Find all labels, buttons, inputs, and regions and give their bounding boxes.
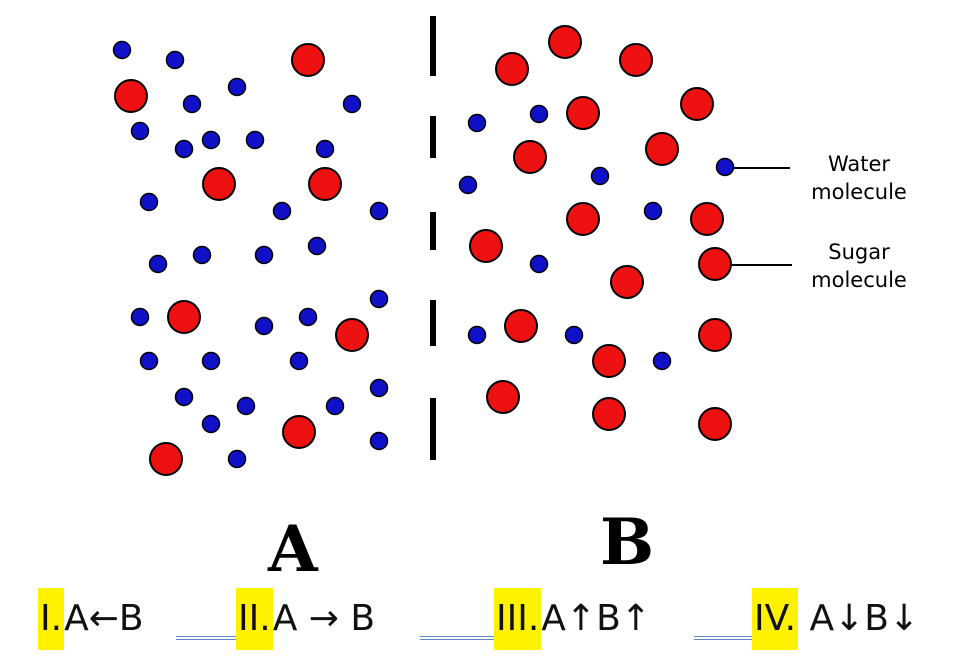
water-molecule: [289, 351, 309, 371]
option-2[interactable]: II.A → B: [236, 588, 375, 650]
answer-blank: [694, 636, 774, 640]
side-b-label: B: [600, 505, 655, 580]
sugar-molecule: [566, 96, 600, 130]
water-molecule: [458, 175, 478, 195]
water-molecule: [112, 40, 132, 60]
sugar-molecule: [335, 318, 369, 352]
water-molecule: [342, 94, 362, 114]
water-molecule: [174, 387, 194, 407]
answer-blank: [420, 636, 496, 640]
water-molecule: [272, 201, 292, 221]
water-molecule: [590, 166, 610, 186]
water-molecule: [192, 245, 212, 265]
sugar-molecule: [619, 43, 653, 77]
sugar-molecule: [548, 25, 582, 59]
osmosis-diagram: [112, 16, 792, 476]
sugar-molecule: [486, 380, 520, 414]
water-molecule: [130, 121, 150, 141]
water-molecule: [139, 192, 159, 212]
sugar-molecule: [114, 79, 148, 113]
water-molecule: [245, 130, 265, 150]
option-1[interactable]: I.A←B: [38, 588, 144, 650]
sugar-molecule: [149, 442, 183, 476]
sugar-molecule: [690, 202, 724, 236]
sugar-molecule: [291, 43, 325, 77]
water-molecule: [227, 77, 247, 97]
sugar-molecule: [513, 140, 547, 174]
water-molecule: [369, 378, 389, 398]
sugar-molecule: [167, 300, 201, 334]
sugar-molecule-label: Sugar molecule: [811, 240, 907, 292]
sugar-molecule: [698, 247, 732, 281]
water-molecule: [467, 325, 487, 345]
side-a-label: A: [268, 512, 318, 587]
water-molecule: [529, 104, 549, 124]
sugar-molecule: [495, 52, 529, 86]
option-3-text: A↑B↑: [541, 598, 651, 639]
sugar-molecule: [308, 167, 342, 201]
water-molecule: [369, 431, 389, 451]
water-molecule: [298, 307, 318, 327]
water-molecule: [652, 351, 672, 371]
water-molecule: [325, 396, 345, 416]
option-3-number: III.: [494, 588, 542, 650]
water-molecule: [139, 351, 159, 371]
water-molecule: [715, 157, 735, 177]
option-1-text: A←B: [64, 598, 144, 639]
water-molecule: [467, 113, 487, 133]
water-molecule: [148, 254, 168, 274]
water-molecule: [165, 50, 185, 70]
water-molecule: [130, 307, 150, 327]
sugar-molecule: [610, 265, 644, 299]
answer-options: I.A←B II.A → B III.A↑B↑ IV. A↓B↓: [0, 588, 978, 652]
water-molecule: [182, 94, 202, 114]
sugar-molecule: [645, 132, 679, 166]
sugar-molecule: [504, 309, 538, 343]
water-molecule: [227, 449, 247, 469]
option-4-number: IV.: [752, 588, 799, 650]
water-molecule: [254, 245, 274, 265]
sugar-molecule: [469, 229, 503, 263]
legend-pointers: [732, 167, 792, 266]
water-molecule: [369, 201, 389, 221]
sugar-molecule: [680, 87, 714, 121]
water-molecule: [529, 254, 549, 274]
sugar-molecule: [698, 318, 732, 352]
water-molecule: [201, 351, 221, 371]
water-molecule-label: Water molecule: [811, 152, 907, 204]
option-3[interactable]: III.A↑B↑: [494, 588, 651, 650]
option-4-text: A↓B↓: [798, 598, 920, 639]
water-molecule: [643, 201, 663, 221]
sugar-molecule: [592, 344, 626, 378]
sugar-molecule: [282, 415, 316, 449]
sugar-molecule: [698, 407, 732, 441]
water-molecule: [315, 139, 335, 159]
option-2-text: A → B: [272, 598, 376, 639]
sugar-molecule: [592, 397, 626, 431]
water-molecule: [564, 325, 584, 345]
option-2-number: II.: [236, 588, 273, 650]
answer-blank: [176, 636, 254, 640]
water-molecule: [369, 289, 389, 309]
sugar-molecule: [202, 167, 236, 201]
water-molecule: [174, 139, 194, 159]
sugar-molecule: [566, 202, 600, 236]
water-molecule: [201, 130, 221, 150]
water-molecule: [201, 414, 221, 434]
molecules: [112, 25, 735, 476]
water-molecule: [254, 316, 274, 336]
water-molecule: [307, 236, 327, 256]
option-1-number: I.: [38, 588, 65, 650]
water-molecule: [236, 396, 256, 416]
option-4[interactable]: IV. A↓B↓: [752, 588, 919, 650]
